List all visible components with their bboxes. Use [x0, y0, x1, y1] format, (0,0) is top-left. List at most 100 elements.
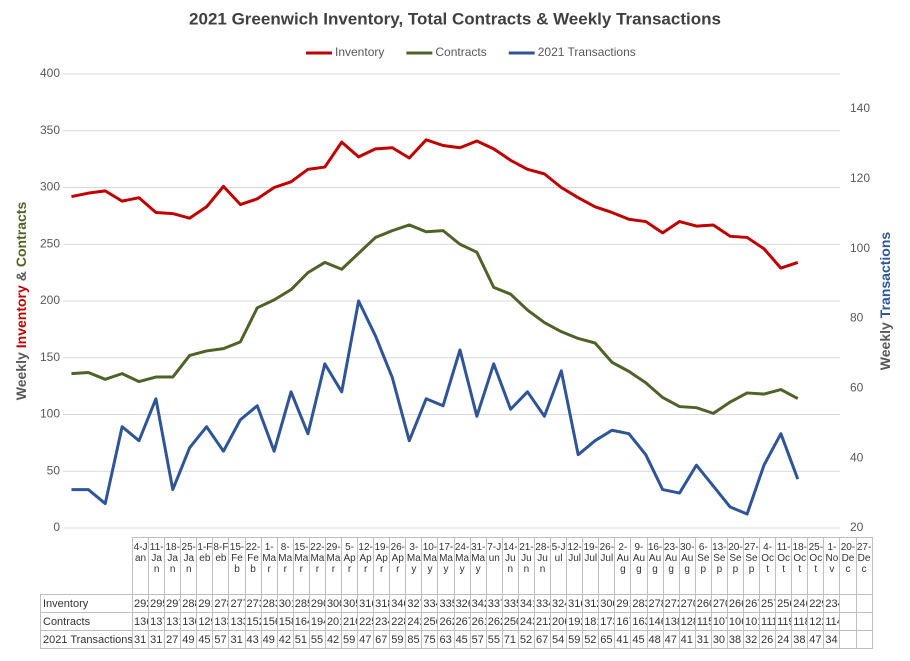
x-tick-label: 5-Apr	[342, 537, 359, 595]
table-value: 27	[165, 631, 182, 649]
table-value: 335	[502, 595, 519, 613]
table-value: 52	[518, 631, 535, 649]
table-value: 45	[631, 631, 648, 649]
table-value: 31	[149, 631, 166, 649]
table-value: 229	[808, 595, 825, 613]
table-value: 243	[518, 613, 535, 631]
table-value: 63	[438, 631, 455, 649]
x-tick-label: 15-Feb	[229, 537, 246, 595]
series-line	[71, 299, 800, 516]
table-value: 312	[583, 595, 600, 613]
table-value: 32	[743, 631, 761, 649]
table-value: 201	[325, 613, 343, 631]
table-value	[840, 595, 857, 613]
y-tick-label: 50	[47, 463, 61, 477]
chart-title: 2021 Greenwich Inventory, Total Contract…	[189, 9, 721, 28]
table-value: 47	[808, 631, 825, 649]
table-value: 59	[567, 631, 584, 649]
table-value: 225	[358, 613, 375, 631]
table-value: 107	[711, 613, 728, 631]
x-tick-label: 27-Sep	[743, 537, 761, 595]
table-value: 194	[309, 613, 326, 631]
table-value: 212	[534, 613, 552, 631]
table-value: 341	[518, 595, 535, 613]
table-value: 206	[551, 613, 568, 631]
legend-label: 2021 Transactions	[538, 45, 636, 59]
table-value: 326	[454, 595, 471, 613]
table-value: 71	[502, 631, 519, 649]
table-value: 305	[342, 595, 359, 613]
x-tick-label: 10-May	[422, 537, 439, 595]
table-value: 59	[390, 631, 407, 649]
table-value: 41	[679, 631, 696, 649]
table-value: 278	[213, 595, 230, 613]
x-tick-label: 6-Sep	[695, 537, 712, 595]
table-value: 291	[615, 595, 632, 613]
table-value: 67	[534, 631, 552, 649]
table-value: 54	[551, 631, 568, 649]
x-tick-label: 26-Apr	[390, 537, 407, 595]
table-value: 262	[438, 613, 455, 631]
table-value: 256	[776, 595, 793, 613]
table-value: 131	[165, 613, 182, 631]
table-value: 256	[422, 613, 439, 631]
y-axis-title: Weekly Inventory & Contracts	[13, 202, 29, 401]
table-value: 24	[776, 631, 793, 649]
table-value: 41	[615, 631, 632, 649]
table-value: 55	[309, 631, 326, 649]
table-value	[840, 613, 857, 631]
x-tick-label: 22-Mar	[309, 537, 326, 595]
table-value: 283	[261, 595, 278, 613]
table-value: 334	[422, 595, 439, 613]
table-value: 156	[261, 613, 278, 631]
table-value: 137	[149, 613, 166, 631]
table-value: 34	[824, 631, 841, 649]
table-value: 285	[293, 595, 310, 613]
table-value: 101	[743, 613, 761, 631]
x-tick-label: 12-Apr	[358, 537, 375, 595]
table-value: 267	[743, 595, 761, 613]
table-value: 340	[390, 595, 407, 613]
table-value: 65	[599, 631, 616, 649]
table-value: 38	[727, 631, 744, 649]
y2-axis-title: Weekly Transactions	[877, 232, 893, 371]
table-value: 52	[583, 631, 600, 649]
table-value: 55	[486, 631, 503, 649]
y-tick-label: 250	[40, 236, 60, 250]
table-value: 122	[808, 613, 825, 631]
table-value: 48	[647, 631, 664, 649]
table-value: 129	[197, 613, 214, 631]
table-value: 334	[534, 595, 552, 613]
y2-tick-label: 140	[850, 101, 870, 115]
x-tick-label: 18-Oct	[792, 537, 809, 595]
y-tick-label: 150	[40, 350, 60, 364]
table-value: 42	[277, 631, 294, 649]
legend-label: Inventory	[335, 45, 384, 59]
table-value: 30	[711, 631, 728, 649]
table-value: 234	[824, 595, 841, 613]
table-value: 295	[149, 595, 166, 613]
axis-title-part: Weekly	[13, 352, 29, 400]
y-tick-label: 100	[40, 407, 60, 421]
table-value: 114	[824, 613, 841, 631]
x-tick-label: 15-Mar	[293, 537, 310, 595]
axis-title-part: &	[13, 271, 29, 281]
table-value: 173	[599, 613, 616, 631]
data-table: 4-Jan 11-Jan 18-Jan 25-Jan 1-Feb 8-Feb 15-Feb 2…	[40, 537, 873, 649]
table-value: 136	[133, 613, 150, 631]
table-value: 111	[760, 613, 777, 631]
x-tick-label: 5-Jul	[551, 537, 568, 595]
table-value: 133	[213, 613, 230, 631]
table-value: 85	[406, 631, 423, 649]
table-value: 272	[663, 595, 680, 613]
table-value: 31	[229, 631, 246, 649]
table-value: 75	[422, 631, 439, 649]
x-tick-label: 21-Jun	[518, 537, 535, 595]
table-value: 192	[567, 613, 584, 631]
x-tick-label: 25-Jan	[181, 537, 198, 595]
x-tick-label: 3-May	[406, 537, 423, 595]
y2-tick-label: 60	[850, 380, 864, 394]
legend-label: 2021 Transactions	[40, 631, 133, 649]
table-value: 167	[615, 613, 632, 631]
